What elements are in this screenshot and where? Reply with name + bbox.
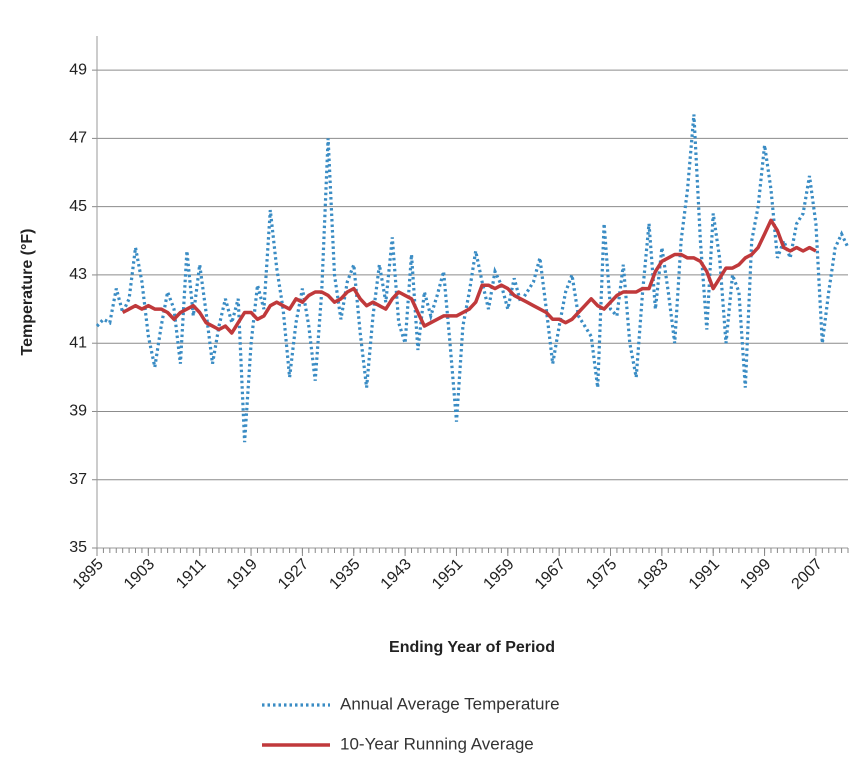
y-tick-label: 45 (69, 198, 87, 215)
x-tick-label: 1895 (70, 556, 107, 593)
x-tick-label: 1943 (378, 556, 415, 593)
y-tick-label: 41 (69, 334, 87, 351)
y-tick-label: 43 (69, 266, 87, 283)
x-tick-label: 1903 (121, 556, 158, 593)
legend-label: Annual Average Temperature (340, 694, 560, 713)
x-tick-label: 1959 (480, 556, 517, 593)
x-tick-label: 1967 (532, 556, 569, 593)
x-tick-label: 1951 (429, 556, 466, 593)
y-tick-label: 39 (69, 403, 87, 420)
x-tick-label: 1935 (326, 556, 363, 593)
x-tick-label: 1919 (224, 556, 261, 593)
y-tick-label: 47 (69, 130, 87, 147)
series-line (121, 218, 817, 335)
y-tick-label: 37 (69, 471, 87, 488)
x-tick-label: 1999 (737, 556, 774, 593)
x-tick-label: 1911 (173, 556, 209, 592)
x-tick-label: 1975 (583, 556, 620, 593)
y-tick-label: 35 (69, 539, 87, 556)
y-tick-label: 49 (69, 61, 87, 78)
x-tick-label: 1991 (686, 556, 723, 593)
x-axis-title: Ending Year of Period (389, 639, 555, 656)
legend-label: 10-Year Running Average (340, 734, 534, 753)
series-line (95, 114, 850, 443)
x-tick-label: 1927 (275, 556, 312, 593)
x-tick-label: 2007 (789, 556, 826, 593)
y-axis-title: Temperature (°F) (19, 228, 36, 355)
x-tick-label: 1983 (634, 556, 671, 593)
